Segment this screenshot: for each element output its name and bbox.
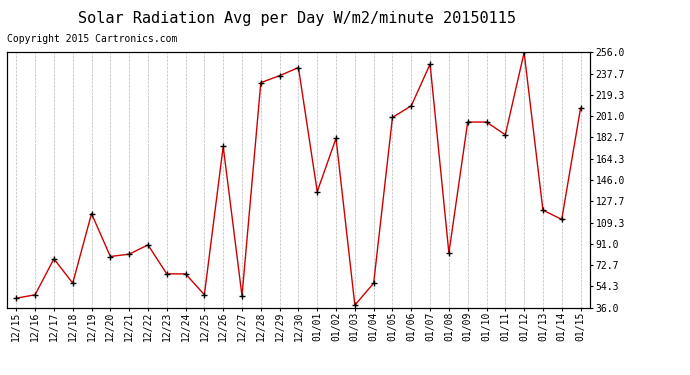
Text: Radiation  (W/m2/Minute): Radiation (W/m2/Minute) <box>444 30 594 40</box>
Text: Copyright 2015 Cartronics.com: Copyright 2015 Cartronics.com <box>7 34 177 44</box>
Text: Solar Radiation Avg per Day W/m2/minute 20150115: Solar Radiation Avg per Day W/m2/minute … <box>78 11 515 26</box>
